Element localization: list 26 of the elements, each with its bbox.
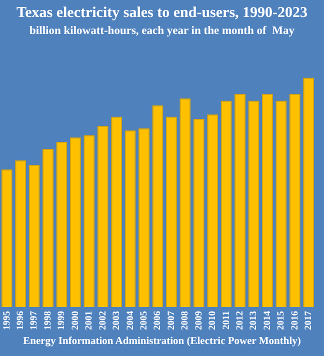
text: Energy Information Administration (Electric Power Monthly) bbox=[22, 336, 302, 347]
chart-title: Texas electricity sales to end-users, 1990-2023 bbox=[16, 4, 308, 21]
x-tick-label: 1999 bbox=[57, 310, 68, 330]
x-tick-label: 2015 bbox=[276, 310, 287, 330]
x-tick-label: 2000 bbox=[70, 310, 81, 330]
x-tick-label: 1997 bbox=[30, 310, 40, 330]
x-tick-label: 2001 bbox=[84, 310, 95, 330]
x-tick-label: 2004 bbox=[126, 310, 136, 330]
x-tick-label: 2003 bbox=[112, 310, 122, 330]
x-tick-label: 2009 bbox=[194, 310, 204, 330]
x-tick-label: 1996 bbox=[16, 310, 26, 330]
x-tick-label: 2006 bbox=[153, 310, 164, 330]
x-tick-label: 2014 bbox=[262, 310, 273, 330]
x-tick-label: 2002 bbox=[98, 310, 108, 330]
x-tick-label: 2011 bbox=[222, 310, 232, 330]
chart-subtitle: billion kilowatt-hours, each year in the month of May bbox=[30, 24, 295, 37]
x-tick-label: 1998 bbox=[43, 310, 54, 330]
x-tick-label: 1995 bbox=[2, 310, 12, 330]
x-tick-label: 2005 bbox=[139, 310, 150, 330]
x-tick-label: 2012 bbox=[235, 310, 246, 330]
x-tick-label: 2007 bbox=[166, 310, 177, 330]
x-tick-label: 2010 bbox=[208, 310, 218, 330]
x-tick-label: 2008 bbox=[180, 310, 191, 330]
x-tick-label: 2016 bbox=[290, 310, 300, 330]
x-tick-label: 2013 bbox=[249, 310, 260, 330]
x-tick-label: 2017 bbox=[304, 310, 314, 330]
